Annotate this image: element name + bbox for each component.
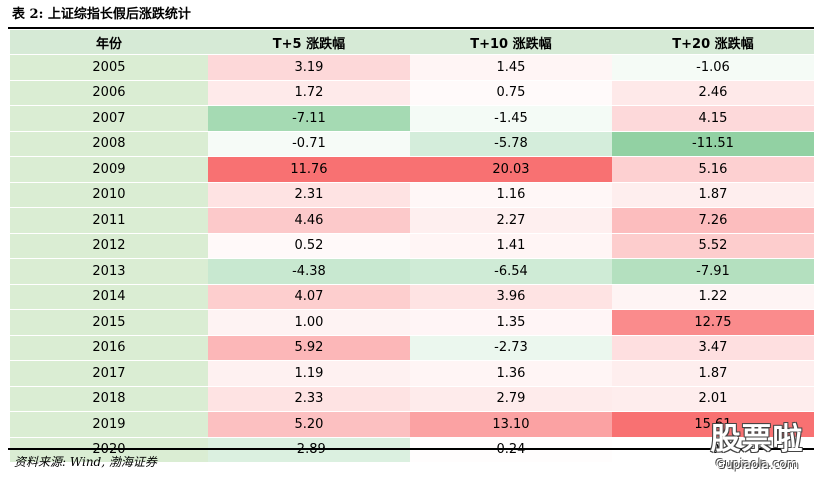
cell-t10: 13.10 [409,411,612,438]
cell-t10: -5.78 [409,131,612,157]
cell-t20: -11.51 [611,131,814,157]
cell-t20: 15.61 [611,411,814,438]
cell-t5: 4.07 [207,284,410,310]
table-row: 2008 -0.71 -5.78 -11.51 [10,131,814,157]
cell-t10: 20.03 [409,156,612,183]
cell-t5: -0.71 [207,131,410,157]
cell-t20: 5.52 [611,233,814,259]
header-year: 年份 [10,30,208,55]
table-row: 2019 5.20 13.10 15.61 [10,411,814,438]
header-t10: T+10 涨跌幅 [409,30,612,55]
cell-year: 2008 [10,131,208,157]
source-note: 资料来源: Wind, 渤海证券 [14,455,157,469]
cell-t5: 1.72 [207,80,410,106]
cell-year: 2017 [10,360,208,387]
cell-t10: 3.96 [409,284,612,310]
cell-t10: -2.73 [409,335,612,361]
table-row: 2018 2.33 2.79 2.01 [10,386,814,412]
header-row: 年份 T+5 涨跌幅 T+10 涨跌幅 T+20 涨跌幅 [10,30,814,55]
cell-t5: 5.20 [207,411,410,438]
table-row: 2009 11.76 20.03 5.16 [10,156,814,183]
cell-year: 2010 [10,182,208,208]
cell-year: 2006 [10,80,208,106]
cell-t10: 1.16 [409,182,612,208]
cell-t5: 1.00 [207,309,410,336]
table-row: 2013 -4.38 -6.54 -7.91 [10,258,814,285]
cell-year: 2018 [10,386,208,412]
table-row: 2017 1.19 1.36 1.87 [10,360,814,387]
cell-t5: -4.38 [207,258,410,285]
table-row: 2015 1.00 1.35 12.75 [10,309,814,336]
cell-t10: -1.45 [409,105,612,132]
cell-t10: 2.27 [409,207,612,234]
cell-t10: 0.75 [409,80,612,106]
cell-year: 2012 [10,233,208,259]
cell-year: 2016 [10,335,208,361]
table-body: 2005 3.19 1.45 -1.06 2006 1.72 0.75 2.46 2007 -7.… [10,54,814,463]
cell-t10: 1.36 [409,360,612,387]
cell-t5: 1.19 [207,360,410,387]
cell-t20: 1.22 [611,284,814,310]
cell-t20: 12.75 [611,309,814,336]
table-row: 2011 4.46 2.27 7.26 [10,207,814,234]
cell-t5: 2.33 [207,386,410,412]
cell-year: 2019 [10,411,208,438]
cell-t5: 2.31 [207,182,410,208]
cell-t5: 3.19 [207,54,410,81]
title-rule [8,27,814,29]
cell-t20: 2.01 [611,386,814,412]
cell-year: 2009 [10,156,208,183]
header-t5: T+5 涨跌幅 [207,30,410,55]
cell-t20: 4.15 [611,105,814,132]
cell-t5: 11.76 [207,156,410,183]
table-row: 2010 2.31 1.16 1.87 [10,182,814,208]
cell-t20: 1.87 [611,182,814,208]
cell-t20: 1.87 [611,360,814,387]
cell-t20: 2.46 [611,80,814,106]
watermark: 股票啦 Gupiaola.com [698,423,816,473]
table-row: 2014 4.07 3.96 1.22 [10,284,814,310]
bottom-rule [8,448,814,450]
cell-t10: 2.79 [409,386,612,412]
table-row: 2006 1.72 0.75 2.46 [10,80,814,106]
table-row: 2007 -7.11 -1.45 4.15 [10,105,814,132]
table-title: 表 2: 上证综指长假后涨跌统计 [12,7,191,22]
watermark-cn: 股票啦 [710,422,804,457]
cell-t5: 4.46 [207,207,410,234]
table-row: 2016 5.92 -2.73 3.47 [10,335,814,361]
header-t20: T+20 涨跌幅 [611,30,814,55]
cell-t5: 5.92 [207,335,410,361]
table-row: 2012 0.52 1.41 5.52 [10,233,814,259]
cell-year: 2014 [10,284,208,310]
cell-t10: 1.41 [409,233,612,259]
cell-t10: 1.45 [409,54,612,81]
cell-t20: 3.47 [611,335,814,361]
cell-t5: 0.52 [207,233,410,259]
cell-t20: -7.91 [611,258,814,285]
watermark-en: Gupiaola.com [715,457,799,471]
cell-year: 2005 [10,54,208,81]
cell-t20: 5.16 [611,156,814,183]
cell-year: 2007 [10,105,208,132]
stats-table: 年份 T+5 涨跌幅 T+10 涨跌幅 T+20 涨跌幅 2005 3.19 1.4… [10,30,814,463]
table-row: 2005 3.19 1.45 -1.06 [10,54,814,81]
cell-t20: -1.06 [611,54,814,81]
cell-t10: -6.54 [409,258,612,285]
cell-year: 2011 [10,207,208,234]
cell-year: 2015 [10,309,208,336]
cell-year: 2013 [10,258,208,285]
cell-t5: -7.11 [207,105,410,132]
cell-t20: 7.26 [611,207,814,234]
cell-t10: 1.35 [409,309,612,336]
